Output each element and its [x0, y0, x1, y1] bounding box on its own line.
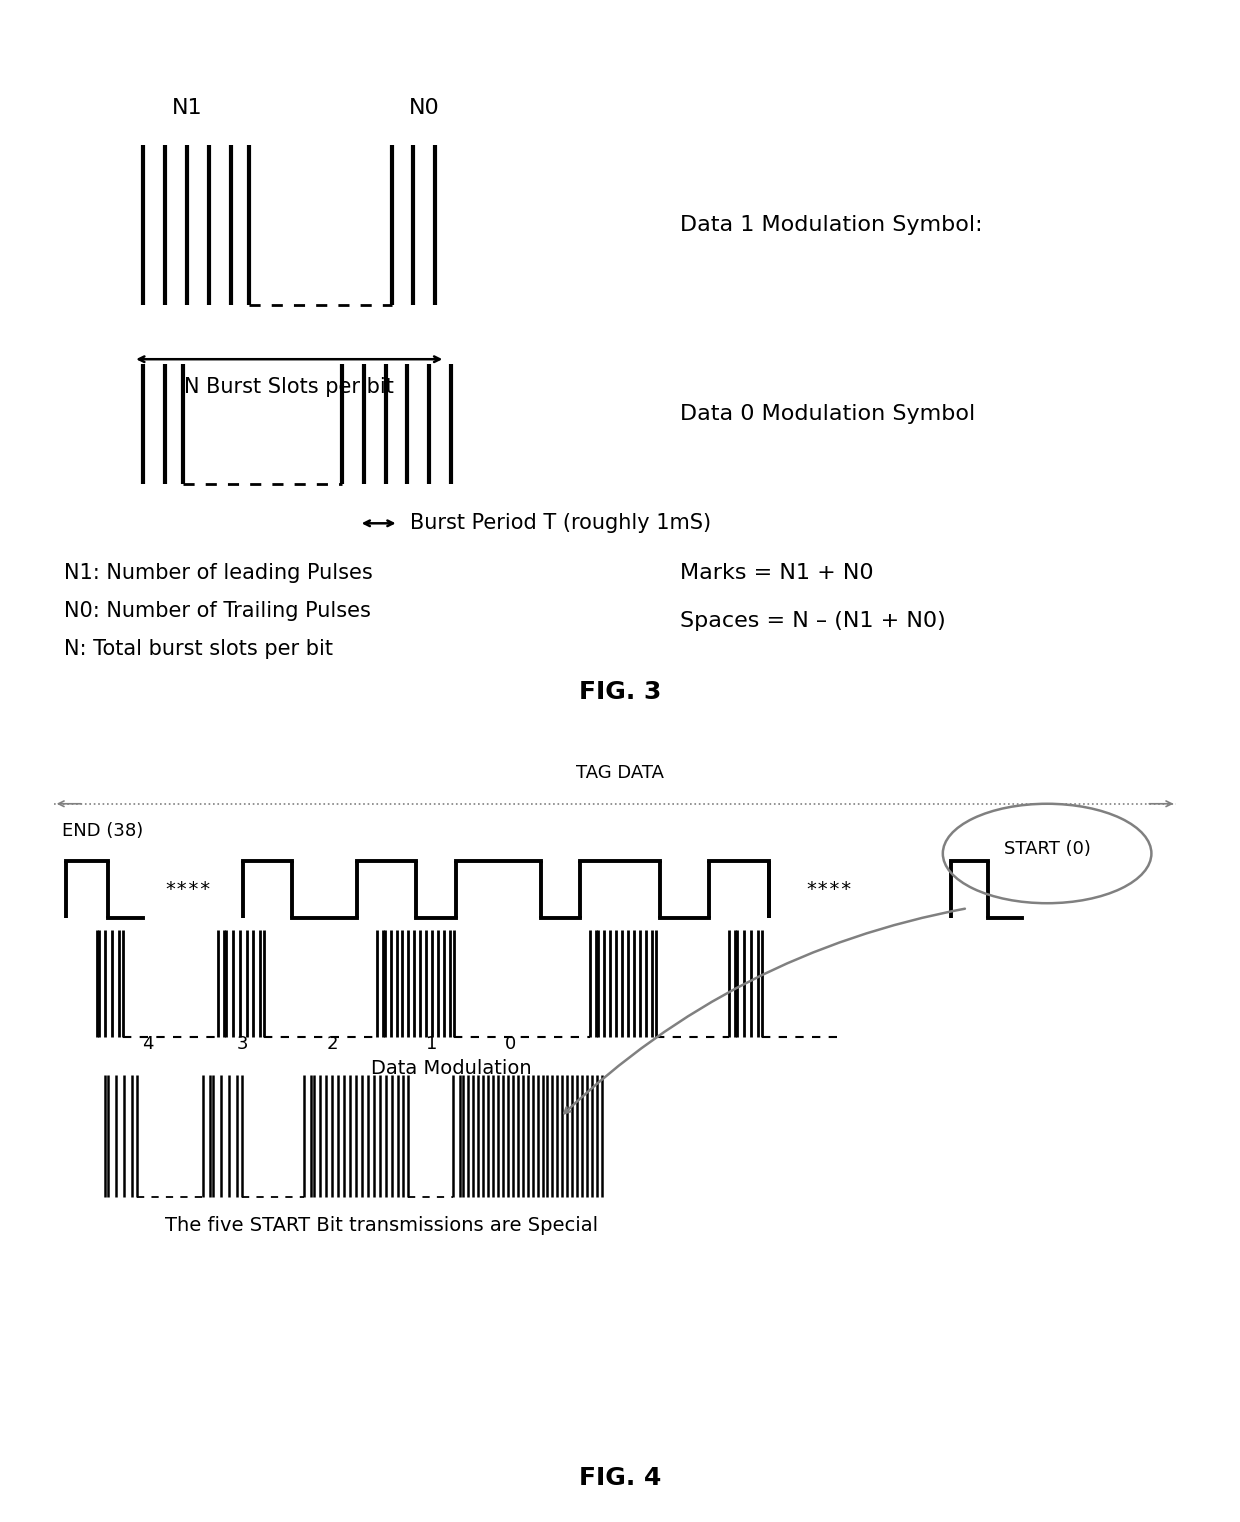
- Text: N1: N1: [171, 97, 202, 117]
- Text: N0: N0: [409, 97, 440, 117]
- Text: END (38): END (38): [62, 822, 143, 840]
- Text: FIG. 3: FIG. 3: [579, 680, 661, 705]
- Text: ****: ****: [165, 880, 212, 900]
- Text: START (0): START (0): [1003, 840, 1090, 857]
- Text: Data 1 Modulation Symbol:: Data 1 Modulation Symbol:: [680, 215, 982, 234]
- Text: N: Total burst slots per bit: N: Total burst slots per bit: [63, 639, 332, 659]
- Text: 0: 0: [505, 1035, 516, 1053]
- Text: TAG DATA: TAG DATA: [577, 764, 663, 782]
- Text: Burst Period T (roughly 1mS): Burst Period T (roughly 1mS): [410, 513, 712, 533]
- Text: N0: Number of Trailing Pulses: N0: Number of Trailing Pulses: [63, 601, 371, 621]
- Text: Data 0 Modulation Symbol: Data 0 Modulation Symbol: [680, 403, 975, 425]
- Text: 3: 3: [237, 1035, 248, 1053]
- Text: The five START Bit transmissions are Special: The five START Bit transmissions are Spe…: [165, 1216, 598, 1236]
- Text: N1: Number of leading Pulses: N1: Number of leading Pulses: [63, 563, 372, 583]
- Text: ****: ****: [805, 880, 852, 900]
- Text: FIG. 4: FIG. 4: [579, 1466, 661, 1490]
- Text: 1: 1: [425, 1035, 436, 1053]
- Text: 2: 2: [326, 1035, 337, 1053]
- Text: Marks = N1 + N0: Marks = N1 + N0: [680, 563, 873, 583]
- Text: 4: 4: [143, 1035, 154, 1053]
- Text: Data Modulation: Data Modulation: [371, 1059, 532, 1079]
- Text: N Burst Slots per bit: N Burst Slots per bit: [185, 377, 394, 397]
- Text: Spaces = N – (N1 + N0): Spaces = N – (N1 + N0): [680, 610, 945, 630]
